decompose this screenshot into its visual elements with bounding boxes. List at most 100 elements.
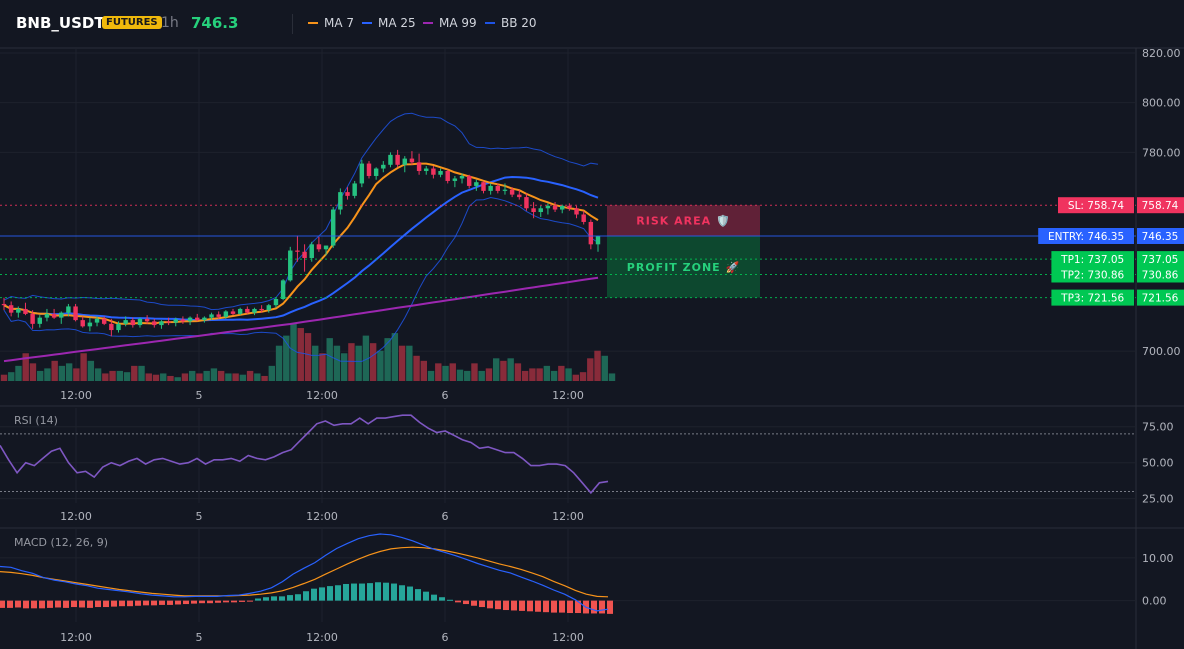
header-divider [292,14,293,34]
candle-body [152,321,157,326]
volume-bar [362,335,370,381]
volume-bar [109,370,116,381]
volume-bar [254,373,261,381]
macd-hist-bar [279,596,285,601]
legend-bb20[interactable]: BB 20 [485,16,537,30]
candle-body [402,158,407,165]
candle-body [94,318,100,323]
volume-bar [384,338,391,381]
candle-body [245,308,250,313]
macd-hist-bar [415,589,421,601]
volume-bar [87,360,95,381]
macd-hist-bar [167,600,173,605]
x-tick-price-0: 12:00 [60,389,92,402]
symbol-name[interactable]: BNB_USDT [16,14,105,32]
macd-hist-bar [607,600,613,614]
volume-bar [413,355,420,381]
macd-hist-bar [303,591,309,601]
macd-hist-bar [79,600,85,608]
volume-bar [355,345,362,381]
candle-body [23,308,28,314]
volume-bar [116,370,124,381]
legend-ma99[interactable]: MA 99 [423,16,477,30]
volume-bar [65,363,73,381]
level-label-bg-3 [1051,266,1134,283]
volume-bar [507,358,514,381]
candle-body [488,185,493,191]
candle-body [388,154,393,165]
level-axis-value-4: 721.56 [1142,293,1179,305]
candle-body [309,244,314,258]
y-tick-macd-1: 0.00 [1142,595,1167,608]
macd-hist-bar [471,600,477,606]
macd-hist-bar [7,600,13,608]
volume-bar [160,373,167,381]
macd-hist-bar [263,597,269,601]
macd-hist-bar [199,600,205,604]
macd-hist-bar [511,600,517,611]
volume-bar [217,370,225,381]
volume-bar [587,358,594,381]
timeframe-label[interactable]: 1h [161,15,179,31]
volume-bar [521,370,529,381]
level-axis-bg-4 [1137,289,1184,306]
macd-hist-bar [463,600,469,605]
candle-body [574,208,579,215]
legend-ma99-label: MA 99 [439,16,477,30]
volume-bar [543,365,551,381]
volume-bar [0,374,8,381]
candle-body [588,221,594,245]
macd-hist-bar [207,600,213,604]
y-tick-price-2: 780.00 [1142,146,1181,159]
macd-hist-bar [391,583,397,601]
candle-body [373,168,379,176]
macd-hist-bar [215,600,221,603]
candle-body [316,244,322,250]
volume-bar [391,333,399,381]
macd-hist-bar [103,600,109,608]
legend-ma25[interactable]: MA 25 [362,16,416,30]
level-label-bg-1 [1038,227,1134,244]
volume-bar [340,353,348,381]
macd-hist-bar [23,600,29,609]
x-tick-rsi-0: 12:00 [60,510,92,523]
candle-body [474,182,479,186]
volume-bar [558,365,565,381]
candle-body [438,171,443,175]
legend-ma7-label: MA 7 [324,16,355,30]
macd-hist-bar [119,600,125,607]
candle-body [567,205,572,209]
macd-hist-bar [127,600,133,607]
volume-bar [398,345,406,381]
volume-bar [246,370,254,381]
x-tick-rsi-2: 12:00 [306,510,338,523]
volume-bar [536,368,543,381]
macd-hist-bar [143,600,149,606]
volume-bar [319,353,326,381]
macd-hist-bar [359,583,365,601]
candle-body [323,245,329,250]
macd-hist-bar [343,583,349,601]
x-tick-price-4: 12:00 [552,389,584,402]
macd-hist-bar [383,582,389,601]
candle-body [144,318,150,322]
candle-body [59,312,64,318]
candle-body [159,321,164,326]
candle-body [416,162,422,172]
macd-hist-bar [527,600,533,612]
level-axis-bg-1 [1137,227,1184,244]
candle-body [459,175,465,179]
candle-body [223,311,229,317]
legend-bb20-label: BB 20 [501,16,537,30]
macd-hist-bar [31,600,37,609]
macd-hist-bar [567,600,573,614]
volume-bar [608,373,616,381]
macd-hist-bar [599,600,605,614]
candle-body [359,163,365,184]
volume-bar [138,365,145,381]
macd-hist-bar [447,599,453,601]
rsi-pane-label: RSI (14) [14,414,58,427]
macd-hist-bar [111,600,117,607]
legend-ma7[interactable]: MA 7 [308,16,354,30]
